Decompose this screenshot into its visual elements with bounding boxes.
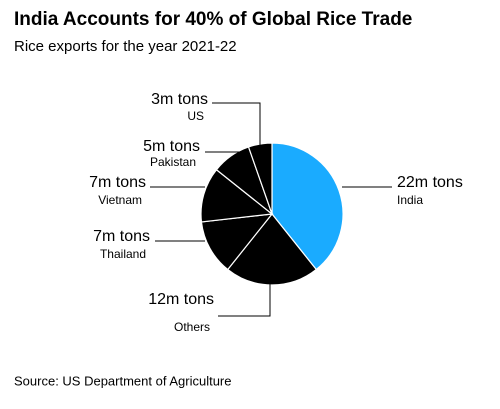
value-label: 7m tons	[89, 174, 146, 191]
value-label: 7m tons	[93, 228, 150, 245]
category-label: Others	[174, 320, 210, 334]
category-label: India	[397, 193, 423, 207]
value-label: 5m tons	[143, 138, 200, 155]
value-label: 22m tons	[397, 174, 463, 191]
category-label: Pakistan	[150, 155, 196, 169]
leader-line	[212, 102, 261, 145]
source: Source: US Department of Agriculture	[14, 373, 232, 388]
category-label: Vietnam	[98, 193, 142, 207]
pie-slice	[226, 213, 318, 286]
value-label: 12m tons	[148, 291, 214, 308]
category-label: US	[187, 109, 204, 123]
category-label: Thailand	[100, 247, 146, 261]
chart-subtitle: Rice exports for the year 2021-22	[14, 38, 237, 55]
value-label: 3m tons	[151, 91, 208, 108]
pie-slice	[271, 142, 344, 271]
chart-title: India Accounts for 40% of Global Rice Tr…	[14, 9, 412, 30]
leader-line	[218, 283, 271, 317]
